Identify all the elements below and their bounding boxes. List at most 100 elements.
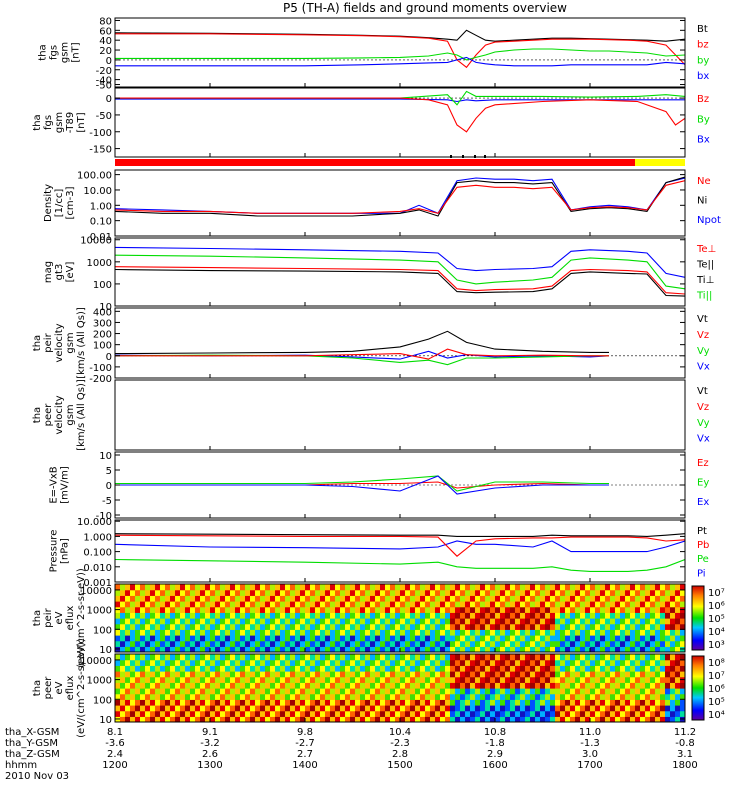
spectrogram-cell [130, 623, 136, 630]
spectrogram-cell [640, 589, 646, 596]
spectrogram-cell [575, 618, 581, 625]
spectrogram-cell [220, 676, 226, 683]
spectrogram-cell [610, 584, 616, 591]
spectrogram-cell [250, 612, 256, 619]
spectrogram-cell [165, 676, 171, 683]
spectrogram-cell [385, 606, 391, 613]
spectrogram-cell [130, 699, 136, 706]
spectrogram-cell [610, 635, 616, 642]
spectrogram-cell [295, 671, 301, 678]
spectrogram-cell [280, 612, 286, 619]
spectrogram-cell [115, 601, 121, 608]
spectrogram-cell [130, 710, 136, 717]
spectrogram-cell [225, 710, 231, 717]
spectrogram-cell [325, 705, 331, 712]
spectrogram-cell [200, 710, 206, 717]
spectrogram-cell [530, 584, 536, 591]
spectrogram-cell [670, 705, 676, 712]
spectrogram-cell [490, 654, 496, 661]
spectrogram-cell [265, 705, 271, 712]
spectrogram-cell [130, 659, 136, 666]
spectrogram-cell [660, 584, 666, 591]
spectrogram-cell [555, 618, 561, 625]
spectrogram-cell [380, 682, 386, 689]
y-tick-label: 10000 [80, 586, 112, 597]
spectrogram-cell [265, 584, 271, 591]
spectrogram-cell [600, 693, 606, 700]
spectrogram-cell [150, 654, 156, 661]
spectrogram-cell [650, 688, 656, 695]
spectrogram-cell [630, 612, 636, 619]
spectrogram-cell [460, 635, 466, 642]
spectrogram-cell [630, 710, 636, 717]
spectrogram-cell [455, 710, 461, 717]
y-axis-label: fgs [43, 115, 54, 130]
spectrogram-cell [180, 606, 186, 613]
spectrogram-cell [220, 682, 226, 689]
legend-entry: bx [697, 71, 709, 82]
spectrogram-cell [595, 635, 601, 642]
series-line-pressure-blue [115, 540, 685, 553]
spectrogram-cell [430, 606, 436, 613]
spectrogram-cell [635, 646, 641, 652]
y-tick-label: 300 [93, 318, 112, 329]
spectrogram-cell [655, 646, 661, 652]
spectrogram-cell [675, 606, 681, 613]
ephemeris-value: 11.0 [579, 727, 601, 738]
spectrogram-cell [375, 688, 381, 695]
spectrogram-cell [395, 716, 401, 722]
spectrogram-cell [385, 584, 391, 591]
spectrogram-cell [565, 688, 571, 695]
spectrogram-cell [330, 710, 336, 717]
spectrogram-cell [620, 612, 626, 619]
spectrogram-cell [220, 693, 226, 700]
spectrogram-cell [255, 665, 261, 672]
y-axis-label: tha [32, 407, 43, 423]
spectrogram-cell [555, 688, 561, 695]
spectrogram-cell [200, 595, 206, 602]
spectrogram-cell [335, 635, 341, 642]
spectrogram-cell [165, 584, 171, 591]
spectrogram-cell [125, 693, 131, 700]
spectrogram-cell [310, 623, 316, 630]
spectrogram-cell [515, 688, 521, 695]
spectrogram-cell [405, 640, 411, 647]
spectrogram-cell [245, 618, 251, 625]
spectrogram-cell [255, 601, 261, 608]
spectrogram-cell [635, 601, 641, 608]
spectrogram-cell [520, 589, 526, 596]
spectrogram-cell [210, 640, 216, 647]
spectrogram-cell [315, 716, 321, 722]
spectrogram-cell [645, 671, 651, 678]
spectrogram-cell [390, 671, 396, 678]
spectrogram-cell [310, 710, 316, 717]
spectrogram-cell [585, 601, 591, 608]
spectrogram-cell [260, 629, 266, 636]
spectrogram-cell [395, 584, 401, 591]
spectrogram-cell [330, 618, 336, 625]
spectrogram-cell [385, 676, 391, 683]
spectrogram-cell [335, 716, 341, 722]
spectrogram-cell [205, 623, 211, 630]
spectrogram-cell [565, 584, 571, 591]
spectrogram-cell [315, 682, 321, 689]
spectrogram-cell [565, 595, 571, 602]
spectrogram-cell [680, 682, 685, 689]
spectrogram-cell [660, 716, 666, 722]
spectrogram-cell [590, 682, 596, 689]
spectrogram-cell [285, 688, 291, 695]
spectrogram-cell [415, 699, 421, 706]
spectrogram-cell [290, 618, 296, 625]
spectrogram-cell [525, 623, 531, 630]
spectrogram-cell [205, 654, 211, 661]
spectrogram-cell [450, 693, 456, 700]
spectrogram-cell [310, 606, 316, 613]
spectrogram-cell [400, 688, 406, 695]
spectrogram-cell [580, 629, 586, 636]
spectrogram-cell [510, 606, 516, 613]
spectrogram-cell [655, 705, 661, 712]
spectrogram-cell [615, 699, 621, 706]
spectrogram-cell [340, 654, 346, 661]
spectrogram-cell [385, 665, 391, 672]
spectrogram-cell [305, 659, 311, 666]
